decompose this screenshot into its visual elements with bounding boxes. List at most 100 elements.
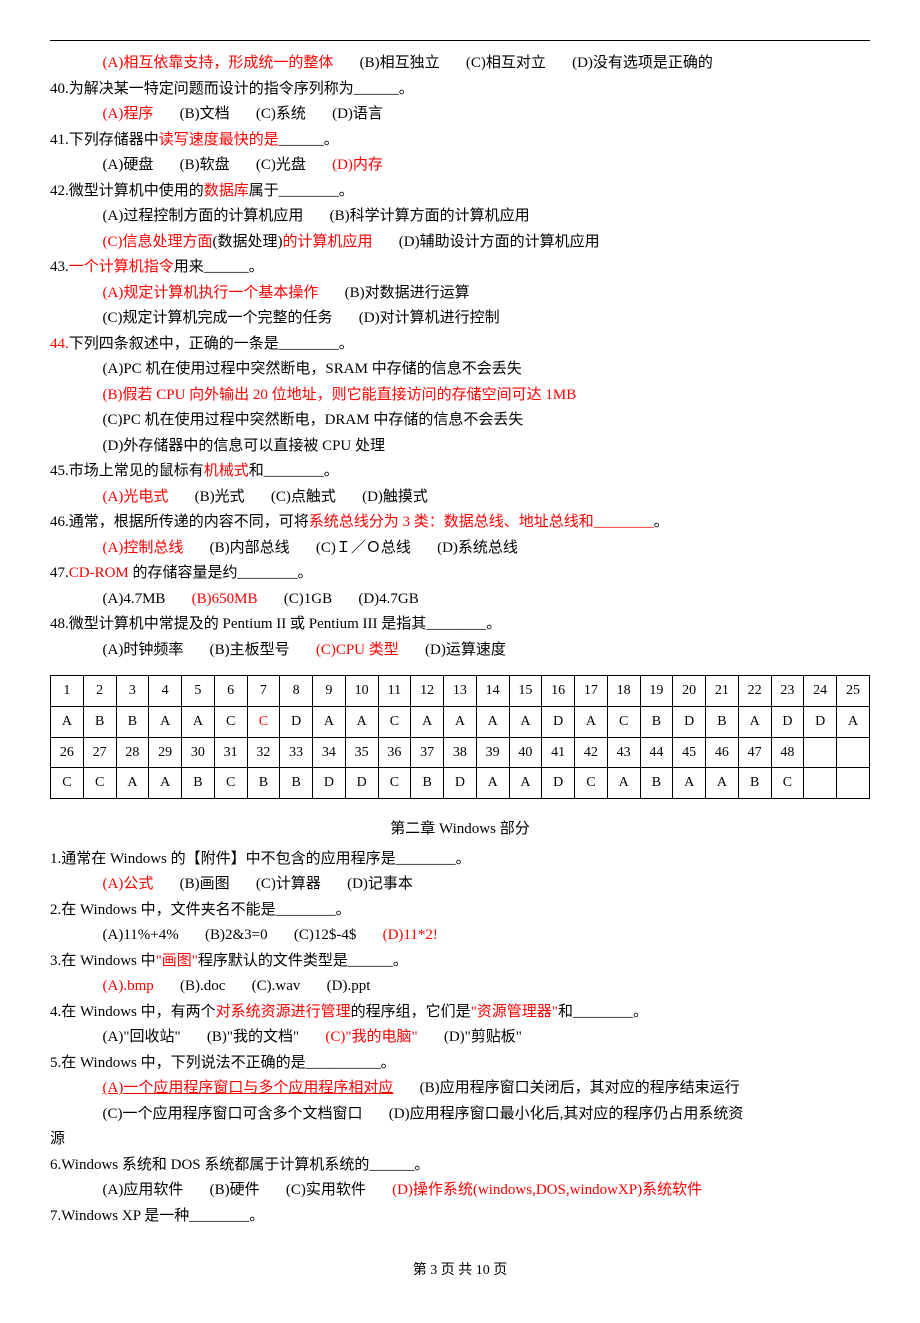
w4-post: 和________。 bbox=[558, 1004, 648, 1020]
answer-cell: 12 bbox=[411, 676, 444, 707]
q46-opt-c: (C)Ｉ／Ｏ总线 bbox=[316, 536, 411, 562]
q46-post: 。 bbox=[654, 514, 669, 530]
answer-cell: C bbox=[607, 706, 640, 737]
answer-cell: B bbox=[247, 768, 280, 799]
q47-pre: 47. bbox=[50, 565, 69, 581]
w5: 5.在 Windows 中，下列说法不正确的是__________。 (A)一个… bbox=[50, 1051, 870, 1153]
q42-opt-b: (B)科学计算方面的计算机应用 bbox=[330, 204, 530, 230]
q41-opt-d: (D)内存 bbox=[332, 153, 383, 179]
answer-cell: A bbox=[444, 706, 477, 737]
answer-cell bbox=[837, 737, 870, 768]
q42-opt-a: (A)过程控制方面的计算机应用 bbox=[103, 204, 304, 230]
q47-text: 47.CD-ROM 的存储容量是约________。 bbox=[50, 561, 870, 587]
w3-options: (A).bmp (B).doc (C).wav (D).ppt bbox=[50, 974, 870, 1000]
w4-opt-a: (A)"回收站" bbox=[103, 1025, 181, 1051]
q43-opt-d: (D)对计算机进行控制 bbox=[359, 306, 500, 332]
answer-cell: 10 bbox=[345, 676, 378, 707]
w5-opt-c: (C)一个应用程序窗口可含多个文档窗口 bbox=[103, 1102, 363, 1128]
answer-cell: 31 bbox=[214, 737, 247, 768]
w2-opt-b: (B)2&3=0 bbox=[205, 923, 268, 949]
w3-opt-b: (B).doc bbox=[180, 974, 225, 1000]
answer-cell: D bbox=[345, 768, 378, 799]
q39-opt-a: (A)相互依靠支持，形成统一的整体 bbox=[103, 51, 334, 77]
answer-cell: 40 bbox=[509, 737, 542, 768]
answer-cell: B bbox=[738, 768, 771, 799]
answer-cell: C bbox=[214, 768, 247, 799]
q41-opt-a: (A)硬盘 bbox=[103, 153, 154, 179]
q45-options: (A)光电式 (B)光式 (C)点触式 (D)触摸式 bbox=[50, 485, 870, 511]
section-2-title: 第二章 Windows 部分 bbox=[50, 817, 870, 843]
page-footer: 第 3 页 共 10 页 bbox=[50, 1259, 870, 1283]
answer-cell: C bbox=[771, 768, 804, 799]
w5-opt-a: (A)一个应用程序窗口与多个应用程序相对应 bbox=[103, 1076, 394, 1102]
q43-text: 43.一个计算机指令用来______。 bbox=[50, 255, 870, 281]
w6-options: (A)应用软件 (B)硬件 (C)实用软件 (D)操作系统(windows,DO… bbox=[50, 1178, 870, 1204]
answer-row-1: ABBAACCDAACAAAADACBDBADDA bbox=[51, 706, 870, 737]
q42-c1: (C)信息处理方面 bbox=[103, 234, 213, 250]
q39-options: (A)相互依靠支持，形成统一的整体 (B)相互独立 (C)相互对立 (D)没有选… bbox=[50, 51, 870, 77]
q43-mid: 一个计算机指令 bbox=[69, 259, 174, 275]
w6-opt-a: (A)应用软件 bbox=[103, 1178, 184, 1204]
w5-tail: 源 bbox=[50, 1131, 65, 1147]
w5-options: (A)一个应用程序窗口与多个应用程序相对应 (B)应用程序窗口关闭后，其对应的程… bbox=[50, 1076, 870, 1127]
answer-cell: A bbox=[673, 768, 706, 799]
q45-opt-d: (D)触摸式 bbox=[362, 485, 428, 511]
answer-cell: 16 bbox=[542, 676, 575, 707]
q46-opt-a: (A)控制总线 bbox=[103, 536, 184, 562]
q42-options: (A)过程控制方面的计算机应用 (B)科学计算方面的计算机应用 (C)信息处理方… bbox=[50, 204, 870, 255]
q45-mid: 机械式 bbox=[204, 463, 249, 479]
answer-cell: A bbox=[313, 706, 346, 737]
answer-cell: 35 bbox=[345, 737, 378, 768]
q40-opt-b: (B)文档 bbox=[180, 102, 230, 128]
answer-cell: 19 bbox=[640, 676, 673, 707]
w1-opt-a: (A)公式 bbox=[103, 872, 154, 898]
q42-c3: 的计算机应用 bbox=[283, 234, 373, 250]
w4-mid3: "资源管理器" bbox=[471, 1004, 558, 1020]
w1: 1.通常在 Windows 的【附件】中不包含的应用程序是________。 (… bbox=[50, 847, 870, 898]
q43-opt-c: (C)规定计算机完成一个完整的任务 bbox=[103, 306, 333, 332]
q48: 48.微型计算机中常提及的 Pentium II 或 Pentium III 是… bbox=[50, 612, 870, 663]
answer-cell: D bbox=[542, 706, 575, 737]
q41-mid: 读写速度最快的是 bbox=[159, 132, 279, 148]
q45-pre: 45.市场上常见的鼠标有 bbox=[50, 463, 204, 479]
q45-opt-c: (C)点触式 bbox=[271, 485, 336, 511]
q45: 45.市场上常见的鼠标有机械式和________。 (A)光电式 (B)光式 (… bbox=[50, 459, 870, 510]
answer-cell: A bbox=[51, 706, 84, 737]
q42-mid: 数据库 bbox=[204, 183, 249, 199]
answer-table: 1234567891011121314151617181920212223242… bbox=[50, 675, 870, 799]
q47-post: 的存储容量是约________。 bbox=[129, 565, 313, 581]
q46-mid: 系统总线分为 3 类：数据总线、地址总线和________ bbox=[309, 514, 654, 530]
q47-opt-b: (B)650MB bbox=[192, 587, 258, 613]
answer-cell: 47 bbox=[738, 737, 771, 768]
answer-cell: 7 bbox=[247, 676, 280, 707]
answer-row-2: CCAABCBBDDCBDAADCABAABC bbox=[51, 768, 870, 799]
q47-mid: CD-ROM bbox=[69, 565, 129, 581]
w2-text: 2.在 Windows 中，文件夹名不能是________。 bbox=[50, 898, 870, 924]
answer-cell: 43 bbox=[607, 737, 640, 768]
q39-opt-c: (C)相互对立 bbox=[466, 51, 546, 77]
answer-cell: A bbox=[116, 768, 149, 799]
q46-opt-d: (D)系统总线 bbox=[437, 536, 518, 562]
answer-cell: B bbox=[83, 706, 116, 737]
answer-cell: 41 bbox=[542, 737, 575, 768]
answer-cell: 34 bbox=[313, 737, 346, 768]
w1-options: (A)公式 (B)画图 (C)计算器 (D)记事本 bbox=[50, 872, 870, 898]
answer-header-1: 1234567891011121314151617181920212223242… bbox=[51, 676, 870, 707]
q39-opt-d: (D)没有选项是正确的 bbox=[572, 51, 713, 77]
q45-text: 45.市场上常见的鼠标有机械式和________。 bbox=[50, 459, 870, 485]
q44-opt-d: (D)外存储器中的信息可以直接被 CPU 处理 bbox=[103, 434, 848, 460]
q41-opt-b: (B)软盘 bbox=[180, 153, 230, 179]
answer-cell: 17 bbox=[575, 676, 608, 707]
w3-post: 程序默认的文件类型是______。 bbox=[198, 953, 408, 969]
answer-cell: C bbox=[83, 768, 116, 799]
answer-cell: 33 bbox=[280, 737, 313, 768]
q46-options: (A)控制总线 (B)内部总线 (C)Ｉ／Ｏ总线 (D)系统总线 bbox=[50, 536, 870, 562]
w4-pre: 4.在 Windows 中，有两个 bbox=[50, 1004, 216, 1020]
w6-opt-d: (D)操作系统(windows,DOS,windowXP)系统软件 bbox=[392, 1178, 702, 1204]
answer-cell: 28 bbox=[116, 737, 149, 768]
q47-opt-c: (C)1GB bbox=[284, 587, 332, 613]
answer-cell: 21 bbox=[706, 676, 739, 707]
q41-text: 41.下列存储器中读写速度最快的是______。 bbox=[50, 128, 870, 154]
q43-opt-a: (A)规定计算机执行一个基本操作 bbox=[103, 281, 319, 307]
answer-cell: 26 bbox=[51, 737, 84, 768]
